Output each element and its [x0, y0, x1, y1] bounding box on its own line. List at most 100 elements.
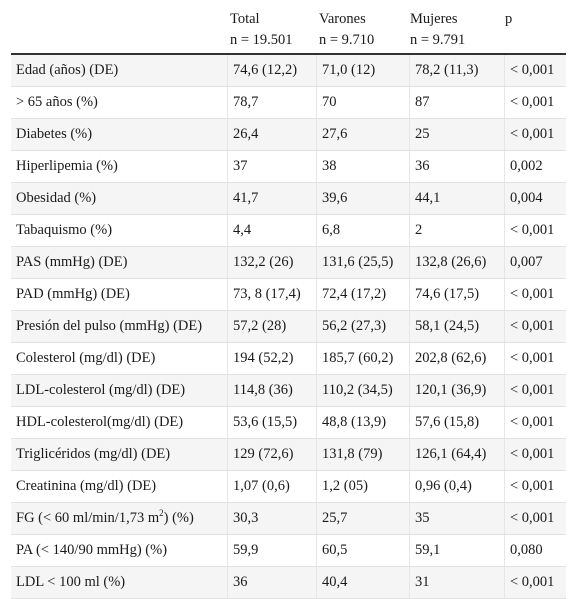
cell-p: < 0,001 [510, 414, 555, 430]
cell-mujeres: 120,1 (36,9) [410, 375, 505, 406]
cell-mujeres: 74,6 (17,5) [410, 279, 505, 310]
header-label-cell [11, 0, 228, 53]
table-row: Obesidad (%) 41,7 39,6 44,1 0,004 [11, 183, 566, 215]
row-label-text: PA (< 140/90 mmHg) (%) [16, 542, 168, 558]
cell-total: 53,6 (15,5) [228, 407, 317, 438]
row-label: Colesterol (mg/dl) (DE) [11, 343, 228, 374]
row-label-text: Edad (años) (DE) [16, 62, 119, 78]
cell-mujeres: 58,1 (24,5) [410, 311, 505, 342]
cell-total: 129 (72,6) [228, 439, 317, 470]
row-label-text: PAS (mmHg) (DE) [16, 254, 128, 270]
cell-total: 26,4 [228, 119, 317, 150]
table-row: PA (< 140/90 mmHg) (%) 59,9 60,5 59,1 0,080 [11, 535, 566, 567]
cell-total: 30,3 [228, 503, 317, 534]
row-label-text: LDL-colesterol (mg/dl) (DE) [16, 382, 186, 398]
cell-p: < 0,001 [510, 222, 555, 238]
cell-total: 57,2 (28) [228, 311, 317, 342]
cell-p: < 0,001 [510, 126, 555, 142]
row-label-text: Hiperlipemia (%) [16, 158, 118, 174]
table-row: LDL < 100 ml (%) 36 40,4 31 < 0,001 [11, 567, 566, 599]
header-mujeres-n: n = 9.791 [410, 32, 466, 48]
cell-mujeres: 31 [410, 567, 505, 598]
table-row: FG (< 60 ml/min/1,73 m2) (%) 30,3 25,7 35 < … [11, 503, 566, 535]
table-row: Tabaquismo (%) 4,4 6,8 2 < 0,001 [11, 215, 566, 247]
cell-mujeres: 87 [410, 87, 505, 118]
row-label-text: PAD (mmHg) (DE) [16, 286, 130, 302]
cell-total: 114,8 (36) [228, 375, 317, 406]
table-row: Colesterol (mg/dl) (DE) 194 (52,2) 185,7 (… [11, 343, 566, 375]
row-label: Obesidad (%) [11, 183, 228, 214]
cell-varones: 27,6 [317, 119, 410, 150]
cell-varones: 56,2 (27,3) [317, 311, 410, 342]
cell-total: 36 [228, 567, 317, 598]
row-label-text: Presión del pulso (mmHg) (DE) [16, 318, 203, 334]
table-row: Triglicéridos (mg/dl) (DE) 129 (72,6) 131,… [11, 439, 566, 471]
table-row: Presión del pulso (mmHg) (DE) 57,2 (28) 56… [11, 311, 566, 343]
row-label: HDL-colesterol(mg/dl) (DE) [11, 407, 228, 438]
table-row: Creatinina (mg/dl) (DE) 1,07 (0,6) 1,2 (05… [11, 471, 566, 503]
row-label-superscript: 2 [159, 508, 164, 519]
row-label: LDL-colesterol (mg/dl) (DE) [11, 375, 228, 406]
cell-total: 4,4 [228, 215, 317, 246]
cell-mujeres: 202,8 (62,6) [410, 343, 505, 374]
cell-varones: 131,6 (25,5) [317, 247, 410, 278]
table-row: Hiperlipemia (%) 37 38 36 0,002 [11, 151, 566, 183]
row-label-text: > 65 años (%) [16, 94, 98, 110]
row-label-text: Colesterol (mg/dl) (DE) [16, 350, 156, 366]
cell-varones: 48,8 (13,9) [317, 407, 410, 438]
cell-p: < 0,001 [510, 478, 555, 494]
cell-total: 73, 8 (17,4) [228, 279, 317, 310]
cell-p: < 0,001 [510, 62, 555, 78]
row-label: Hiperlipemia (%) [11, 151, 228, 182]
cell-varones: 71,0 (12) [317, 55, 410, 86]
cell-mujeres: 44,1 [410, 183, 505, 214]
row-label: LDL < 100 ml (%) [11, 567, 228, 598]
cell-mujeres: 57,6 (15,8) [410, 407, 505, 438]
cell-varones: 38 [317, 151, 410, 182]
header-mujeres-title: Mujeres [410, 11, 458, 27]
row-label-text: Diabetes (%) [16, 126, 93, 142]
row-label: Tabaquismo (%) [11, 215, 228, 246]
cell-varones: 25,7 [317, 503, 410, 534]
row-label: Edad (años) (DE) [11, 55, 228, 86]
cell-p: < 0,001 [510, 510, 555, 526]
cell-mujeres: 59,1 [410, 535, 505, 566]
cell-varones: 110,2 (34,5) [317, 375, 410, 406]
cell-mujeres: 0,96 (0,4) [410, 471, 505, 502]
cell-varones: 1,2 (05) [317, 471, 410, 502]
table-row: > 65 años (%) 78,7 70 87 < 0,001 [11, 87, 566, 119]
table-row: Diabetes (%) 26,4 27,6 25 < 0,001 [11, 119, 566, 151]
row-label: > 65 años (%) [11, 87, 228, 118]
cell-p: 0,002 [510, 158, 543, 174]
cell-p: < 0,001 [510, 350, 555, 366]
header-p: p [505, 0, 566, 53]
row-label-text: Triglicéridos (mg/dl) (DE) [16, 446, 171, 462]
cell-total: 59,9 [228, 535, 317, 566]
cell-p: < 0,001 [510, 446, 555, 462]
cell-mujeres: 35 [410, 503, 505, 534]
header-mujeres: Mujeres n = 9.791 [410, 0, 505, 53]
cell-p: < 0,001 [510, 382, 555, 398]
cell-p: 0,007 [510, 254, 543, 270]
row-label: FG (< 60 ml/min/1,73 m2) (%) [11, 503, 228, 534]
row-label-text: FG (< 60 ml/min/1,73 m [16, 510, 160, 526]
cell-total: 78,7 [228, 87, 317, 118]
table-row: PAD (mmHg) (DE) 73, 8 (17,4) 72,4 (17,2) 74… [11, 279, 566, 311]
cell-varones: 70 [317, 87, 410, 118]
table-row: Edad (años) (DE) 74,6 (12,2) 71,0 (12) 78,2… [11, 55, 566, 87]
table-row: HDL-colesterol(mg/dl) (DE) 53,6 (15,5) 48,… [11, 407, 566, 439]
cell-varones: 131,8 (79) [317, 439, 410, 470]
row-label: Presión del pulso (mmHg) (DE) [11, 311, 228, 342]
cell-mujeres: 2 [410, 215, 505, 246]
row-label: Triglicéridos (mg/dl) (DE) [11, 439, 228, 470]
cell-mujeres: 36 [410, 151, 505, 182]
cell-p: < 0,001 [510, 318, 555, 334]
header-total-n: n = 19.501 [230, 32, 293, 48]
cell-total: 1,07 (0,6) [228, 471, 317, 502]
cell-mujeres: 126,1 (64,4) [410, 439, 505, 470]
row-label-text: Tabaquismo (%) [16, 222, 113, 238]
row-label: Creatinina (mg/dl) (DE) [11, 471, 228, 502]
cell-mujeres: 78,2 (11,3) [410, 55, 505, 86]
cell-p: < 0,001 [510, 574, 555, 590]
cell-varones: 185,7 (60,2) [317, 343, 410, 374]
